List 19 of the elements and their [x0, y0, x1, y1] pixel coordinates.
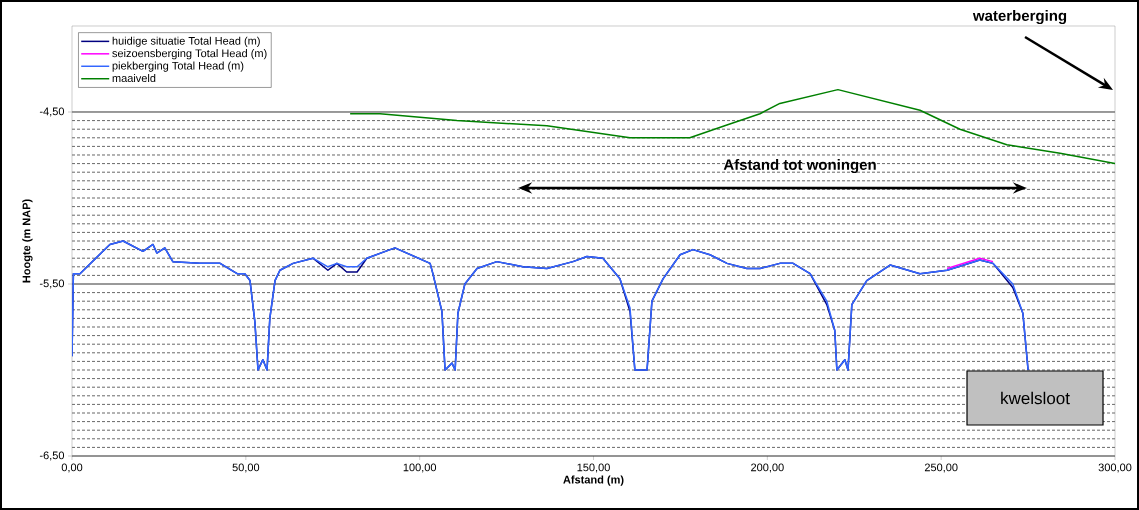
y-tick-label: -4,50 [39, 107, 65, 117]
y-tick-label: -5,50 [39, 279, 65, 289]
x-tick-label: 200,00 [751, 463, 784, 473]
y-tick-label: -6,50 [39, 451, 65, 461]
annotation: kwelsloot [1001, 391, 1070, 405]
legend-label: maaiveld [112, 73, 156, 83]
legend-label: piekberging Total Head (m) [112, 61, 244, 72]
text: waterberging [972, 9, 1067, 25]
x-tick-label: 100,00 [403, 463, 437, 473]
x-tick-label: 250,00 [924, 463, 958, 473]
annotation: Afstand tot woningen [723, 158, 876, 174]
x-tick-label: 0,00 [61, 463, 83, 473]
legend-label: seizoensberging Total Head (m) [112, 49, 267, 60]
x-axis-title: Afstand (m) [563, 475, 624, 486]
legend-label: huidige situatie Total Head (m) [112, 36, 260, 47]
y-axis-title: Hoogte (m NAP) [22, 199, 33, 283]
x-tick-label: 300,00 [1098, 463, 1132, 473]
x-tick-label: 150,00 [577, 463, 610, 473]
x-tick-label: 50,00 [232, 463, 260, 473]
